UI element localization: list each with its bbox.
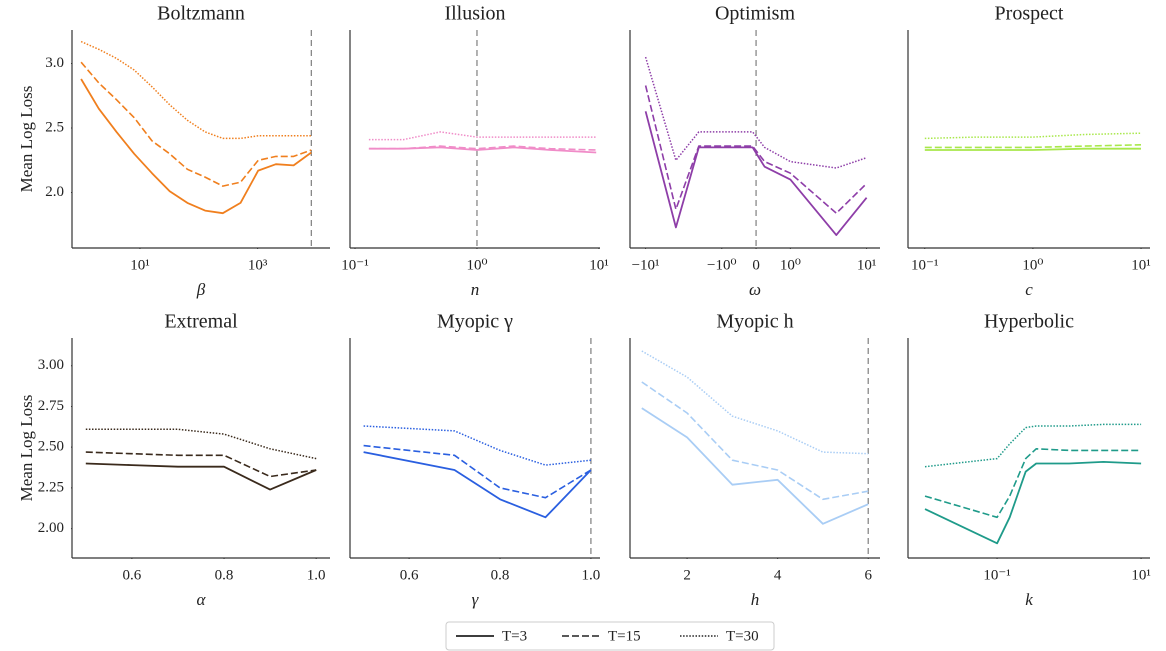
x-axis-label: h (751, 590, 760, 609)
panel-title: Boltzmann (157, 3, 245, 25)
legend-label: T=30 (726, 628, 759, 644)
series-line (924, 423, 1142, 468)
x-tick-label: 10³ (248, 257, 268, 273)
x-tick-label: 10⁰ (466, 257, 487, 273)
x-axis-label: n (471, 280, 480, 299)
x-tick-label: 0 (752, 257, 760, 273)
y-tick-label: 2.50 (38, 439, 64, 455)
x-axis-label: ω (749, 280, 761, 299)
series-line (368, 131, 597, 141)
series-line (85, 428, 317, 460)
series-line (641, 381, 869, 501)
legend-box (445, 621, 775, 651)
x-tick-label: 10⁻¹ (983, 567, 1010, 583)
x-tick-label: 0.6 (400, 567, 419, 583)
x-tick-label: 6 (864, 567, 872, 583)
panel-title: Optimism (715, 3, 795, 25)
x-tick-label: 1.0 (307, 567, 326, 583)
x-tick-label: 10¹ (857, 257, 877, 273)
series-line (80, 78, 312, 215)
x-tick-label: 10¹ (589, 257, 609, 273)
y-axis-label: Mean Log Loss (17, 395, 36, 502)
y-tick-label: 2.25 (38, 479, 64, 495)
panel-title: Extremal (164, 311, 238, 333)
series-line (80, 40, 312, 140)
x-tick-label: 0.6 (123, 567, 142, 583)
panel-title: Illusion (444, 3, 505, 25)
panel-title: Prospect (995, 3, 1064, 25)
x-tick-label: 4 (774, 567, 782, 583)
x-tick-label: 10⁰ (1022, 257, 1043, 273)
panel-title: Myopic γ (437, 311, 513, 333)
series-line (924, 461, 1142, 545)
series-line (363, 451, 592, 519)
series-line (644, 56, 867, 169)
x-tick-label: 10⁰ (780, 257, 801, 273)
series-line (363, 444, 592, 499)
x-axis-label: c (1025, 280, 1033, 299)
panel-title: Hyperbolic (984, 311, 1074, 333)
x-axis-label: k (1025, 590, 1033, 609)
y-tick-label: 3.00 (38, 357, 64, 373)
x-axis-label: β (196, 280, 206, 299)
legend-label: T=3 (502, 628, 527, 644)
y-tick-label: 3.0 (45, 55, 64, 71)
series-line (924, 144, 1142, 149)
x-tick-label: 10⁻¹ (911, 257, 938, 273)
x-tick-label: 10¹ (1131, 567, 1151, 583)
y-tick-label: 2.5 (45, 119, 64, 135)
series-line (641, 350, 869, 455)
x-tick-label: −10⁰ (707, 257, 736, 273)
x-tick-label: 1.0 (582, 567, 601, 583)
x-axis-label: α (197, 590, 207, 609)
series-line (641, 407, 869, 525)
x-tick-label: 10¹ (1131, 257, 1151, 273)
series-line (363, 425, 591, 466)
x-tick-label: 2 (683, 567, 691, 583)
x-tick-label: 10¹ (130, 257, 150, 273)
y-axis-label: Mean Log Loss (17, 86, 36, 193)
x-tick-label: 10⁻¹ (341, 257, 368, 273)
series-line (924, 448, 1142, 519)
x-tick-label: 0.8 (215, 567, 234, 583)
series-line (924, 132, 1142, 140)
series-line (924, 147, 1141, 151)
x-axis-label: γ (472, 590, 480, 609)
panel-title: Myopic h (716, 311, 793, 333)
y-tick-label: 2.75 (38, 398, 64, 414)
x-tick-label: −10¹ (632, 257, 660, 273)
series-line (85, 451, 317, 478)
series-line (644, 111, 868, 236)
series-line (80, 61, 312, 187)
series-line (368, 145, 597, 151)
x-tick-label: 0.8 (491, 567, 510, 583)
y-tick-label: 2.00 (38, 520, 64, 536)
legend-label: T=15 (608, 628, 641, 644)
series-line (85, 462, 317, 491)
y-tick-label: 2.0 (45, 184, 64, 200)
